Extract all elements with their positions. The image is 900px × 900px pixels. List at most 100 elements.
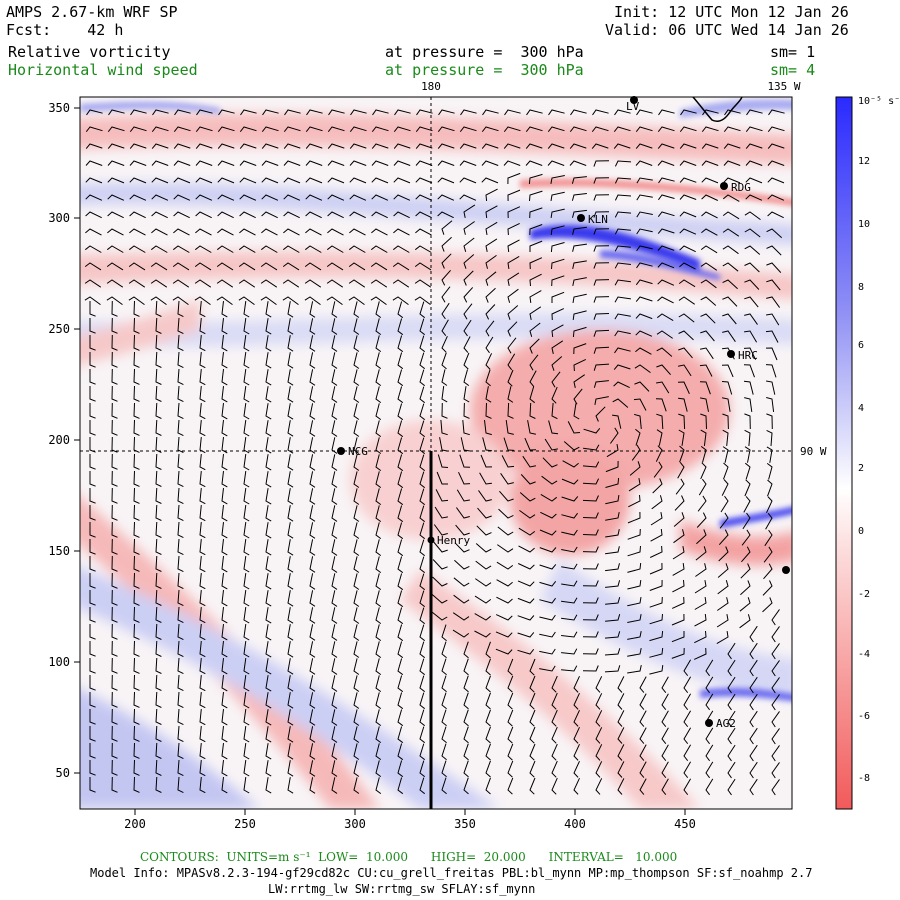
wind-barb [437, 143, 455, 149]
wind-barb [221, 505, 228, 522]
wind-barb [507, 305, 519, 320]
wind-barb [507, 353, 516, 371]
wind-barb [177, 521, 184, 539]
wind-barb [221, 726, 228, 743]
wind-barb [634, 364, 651, 374]
wind-barb [194, 279, 212, 288]
wind-barb [463, 709, 469, 727]
wind-barb [287, 743, 294, 760]
wind-barb [517, 597, 535, 604]
wind-barb [287, 624, 294, 641]
wind-barb [771, 677, 780, 694]
wind-barb [309, 573, 316, 590]
wind-barb [679, 194, 697, 200]
wind-barb [744, 228, 761, 238]
wind-barb [370, 262, 388, 271]
wind-barb [507, 692, 514, 710]
wind-barb [84, 245, 102, 253]
wind-barb [419, 573, 426, 591]
wind-barb [609, 427, 619, 444]
wind-barb [133, 555, 140, 572]
wind-barb [455, 524, 470, 536]
wind-barb [375, 590, 382, 607]
wind-barb [658, 177, 675, 184]
wind-barb [353, 471, 360, 488]
wind-barb [771, 711, 780, 728]
wind-barb [701, 126, 719, 133]
wind-barb [353, 709, 360, 726]
wind-barb [177, 725, 184, 743]
wind-barb [605, 597, 621, 605]
wind-barb [173, 228, 190, 236]
wind-barb [221, 420, 228, 437]
wind-barb [331, 488, 338, 505]
wind-barb [348, 245, 366, 253]
wind-barb [722, 194, 740, 202]
wind-barb [177, 674, 184, 692]
wind-barb [111, 436, 118, 453]
wind-barb [304, 245, 322, 253]
wind-barb [548, 109, 565, 116]
wind-barb [529, 777, 536, 795]
colorbar-label: -6 [858, 711, 870, 722]
wind-barb [128, 279, 146, 288]
wind-barb [111, 776, 118, 793]
wind-barb [305, 177, 323, 184]
wind-barb [89, 624, 96, 640]
wind-barb [548, 420, 559, 435]
wind-barb [394, 109, 411, 116]
wind-barb [85, 228, 102, 236]
wind-barb [485, 777, 491, 795]
wind-barb [89, 301, 96, 317]
wind-barb [766, 380, 776, 395]
wind-barb [108, 109, 125, 116]
wind-barb [304, 262, 322, 271]
wind-barb [331, 573, 338, 590]
wind-barb [661, 778, 669, 796]
wind-barb [744, 313, 758, 325]
wind-barb [529, 207, 543, 219]
wind-barb [419, 624, 426, 642]
wind-barb [507, 658, 514, 676]
wind-barb [327, 194, 345, 201]
wind-barb [766, 228, 783, 239]
wind-barb [265, 488, 272, 505]
wind-barb [693, 647, 707, 660]
wind-barb [593, 160, 610, 167]
wind-barb [771, 745, 780, 762]
wind-barb [353, 352, 360, 369]
wind-barb [304, 296, 321, 306]
wind-barb [485, 658, 491, 676]
wind-barb [177, 453, 184, 471]
wind-barb [571, 176, 587, 184]
wind-barb [375, 420, 382, 437]
station-label-lv: LV [626, 100, 640, 113]
wind-barb [265, 505, 272, 522]
wind-barb [155, 708, 162, 725]
wind-barb [111, 725, 118, 742]
wind-barb [111, 572, 118, 589]
wind-barb [507, 255, 520, 269]
wind-barb [582, 546, 599, 553]
wind-barb [151, 228, 168, 236]
axis-ticks [74, 107, 686, 815]
wind-barb [397, 777, 404, 795]
wind-barb [353, 403, 360, 420]
wind-barb [697, 495, 707, 512]
wind-barb [434, 506, 448, 519]
wind-barb [604, 665, 621, 673]
wind-barb [497, 544, 514, 553]
wind-barb [265, 539, 272, 556]
wind-barb [261, 143, 279, 149]
colorbar-label: 10 [858, 219, 870, 230]
wind-barb [85, 143, 103, 149]
wind-barb [649, 579, 663, 591]
y-tick-label: 350 [48, 101, 70, 115]
wind-barb [283, 126, 301, 133]
wind-barb [155, 538, 162, 555]
wind-barb [177, 538, 184, 556]
wind-barb [372, 109, 389, 116]
wind-barb [111, 759, 118, 776]
wind-barb [177, 402, 184, 420]
wind-barb [111, 708, 118, 725]
